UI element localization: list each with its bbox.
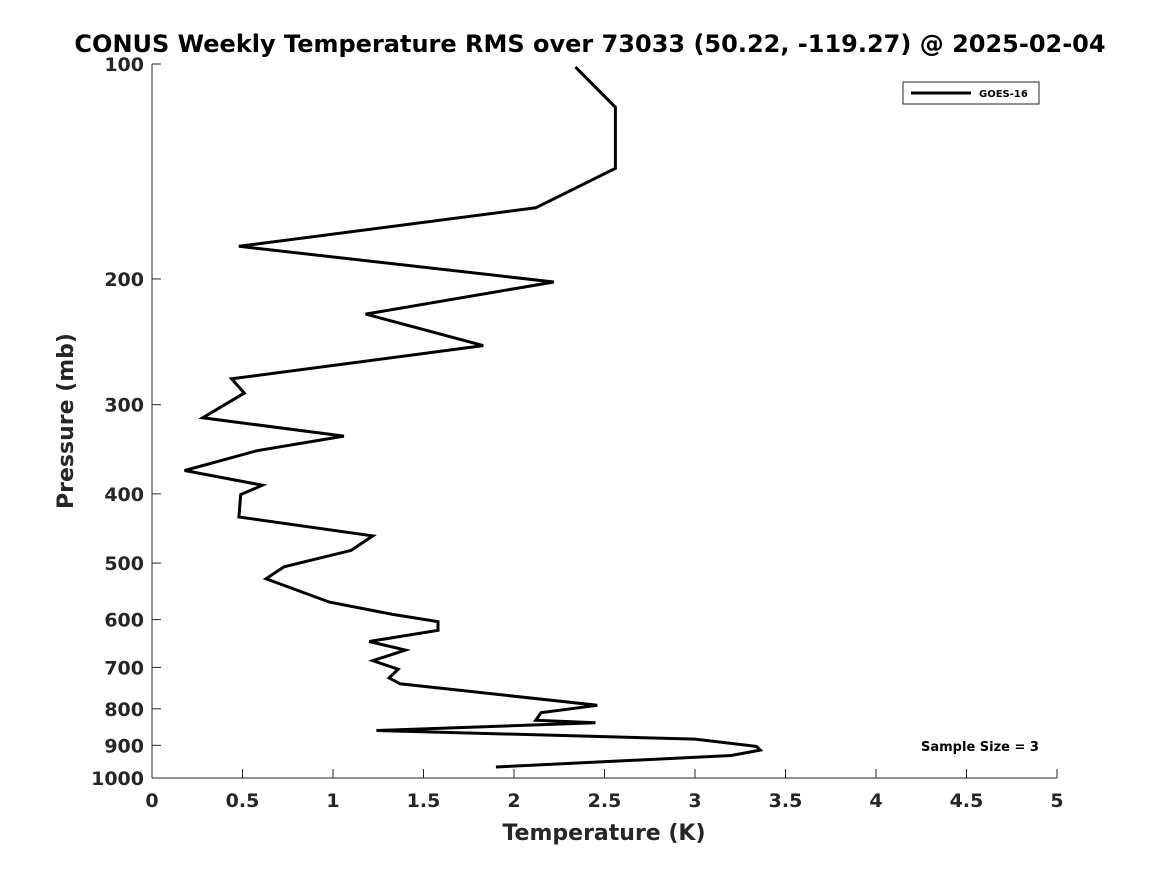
legend: GOES-16 <box>902 81 1040 105</box>
sample-size-annotation: Sample Size = 3 <box>921 740 1039 755</box>
y-ticks: 100 200 300 400 500 600 700 800 900 1000 <box>91 54 161 790</box>
y-tick-label: 400 <box>104 484 144 506</box>
y-tick-label: 900 <box>104 735 144 757</box>
x-tick-label: 5 <box>1050 790 1063 812</box>
legend-label-goes-16: GOES-16 <box>979 89 1028 100</box>
y-tick-label: 500 <box>104 553 144 575</box>
y-tick-label: 600 <box>104 610 144 632</box>
x-tick-label: 1.5 <box>407 790 441 812</box>
x-axis-label: Temperature (K) <box>502 821 705 846</box>
x-tick-label: 2.5 <box>588 790 622 812</box>
chart-title: CONUS Weekly Temperature RMS over 73033 … <box>74 30 1105 58</box>
y-tick-label: 1000 <box>91 768 144 790</box>
x-tick-label: 3 <box>688 790 701 812</box>
series-group <box>184 66 764 769</box>
y-tick-label: 300 <box>104 395 144 417</box>
plot-axes <box>151 64 1057 779</box>
y-tick-label: 700 <box>104 657 144 679</box>
x-tick-label: 1 <box>326 790 339 812</box>
x-tick-label: 4 <box>869 790 882 812</box>
y-axis-label: Pressure (mb) <box>54 333 79 509</box>
y-tick-label: 100 <box>104 54 144 76</box>
y-tick-label: 800 <box>104 699 144 721</box>
series-line-goes-16 <box>184 66 764 769</box>
x-tick-label: 3.5 <box>769 790 803 812</box>
x-tick-label: 2 <box>507 790 520 812</box>
x-tick-label: 0.5 <box>226 790 260 812</box>
x-ticks: 0 0.5 1 1.5 2 2.5 3 3.5 4 4.5 5 <box>145 769 1064 812</box>
x-tick-label: 0 <box>145 790 158 812</box>
x-tick-label: 4.5 <box>950 790 984 812</box>
y-tick-label: 200 <box>104 269 144 291</box>
